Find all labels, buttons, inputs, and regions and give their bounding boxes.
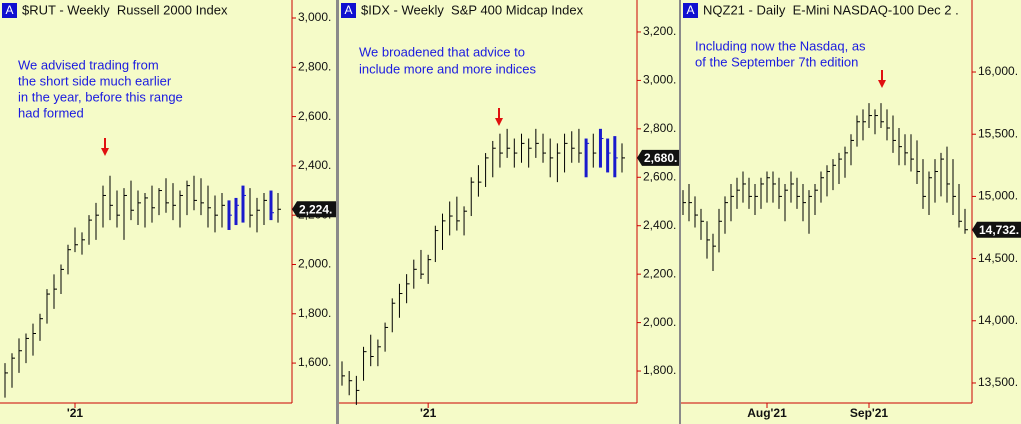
badge-box [341, 3, 356, 18]
panel-title: $RUT - Weekly Russell 2000 Index [22, 2, 228, 17]
y-tick-label: 2,000. [643, 315, 676, 329]
y-tick-label: 1,800. [643, 363, 676, 377]
panel: A NQZ21 - Daily E-Mini NASDAQ-100 Dec 2 .… [681, 0, 1021, 424]
last-price-label: 2,224. [299, 202, 332, 216]
panel-title: $IDX - Weekly S&P 400 Midcap Index [361, 2, 584, 17]
y-tick-label: 2,400. [643, 218, 676, 232]
panel-title: NQZ21 - Daily E-Mini NASDAQ-100 Dec 2 . [703, 2, 959, 17]
badge: A [686, 3, 694, 17]
y-tick-label: 2,200. [643, 266, 676, 280]
x-tick-label: Aug'21 [747, 406, 787, 420]
y-tick-label: 1,600. [298, 355, 331, 369]
x-tick-label: '21 [420, 406, 437, 420]
y-tick-label: 3,000. [298, 10, 331, 24]
last-price-box [292, 201, 336, 218]
annotation: We broadened that advice to [359, 44, 525, 59]
annotation: We advised trading from [18, 57, 159, 72]
panel: A $RUT - Weekly Russell 2000 Index We advi… [0, 0, 336, 424]
annotation: in the year, before this range [18, 89, 183, 104]
y-tick-label: 2,600. [643, 169, 676, 183]
panel-background [681, 0, 1021, 424]
y-tick-label: 1,800. [298, 306, 331, 320]
last-price-label: 2,680. [644, 151, 677, 165]
y-tick-label: 14,000. [978, 313, 1018, 327]
last-price-label: 14,732. [979, 223, 1019, 237]
y-tick-label: 13,500. [978, 375, 1018, 389]
y-tick-label: 2,800. [298, 59, 331, 73]
x-tick-label: Sep'21 [850, 406, 889, 420]
annotation: Including now the Nasdaq, as [695, 38, 866, 53]
annotation: the short side much earlier [18, 73, 172, 88]
badge: A [344, 3, 352, 17]
arrow [101, 138, 109, 156]
last-price-box [972, 221, 1021, 238]
y-tick-label: 3,200. [643, 24, 676, 38]
panel-background [0, 0, 336, 424]
panel: A $IDX - Weekly S&P 400 Midcap Index We br… [339, 0, 679, 424]
badge-box [683, 3, 698, 18]
annotation: had formed [18, 105, 84, 120]
y-tick-label: 14,500. [978, 251, 1018, 265]
y-tick-label: 2,000. [298, 257, 331, 271]
arrow [878, 70, 886, 88]
y-tick-label: 3,000. [643, 73, 676, 87]
y-tick-label: 2,600. [298, 109, 331, 123]
annotation: of the September 7th edition [695, 54, 858, 69]
y-tick-label: 16,000. [978, 64, 1018, 78]
arrow [495, 108, 503, 126]
badge: A [5, 3, 13, 17]
y-tick-label: 2,400. [298, 158, 331, 172]
x-tick-label: '21 [67, 406, 84, 420]
badge-box [2, 3, 17, 18]
y-tick-label: 15,500. [978, 126, 1018, 140]
y-tick-label: 2,800. [643, 121, 676, 135]
panel-background [339, 0, 679, 424]
last-price-box [637, 149, 679, 166]
y-tick-label: 15,000. [978, 189, 1018, 203]
annotation: include more and more indices [359, 61, 537, 76]
